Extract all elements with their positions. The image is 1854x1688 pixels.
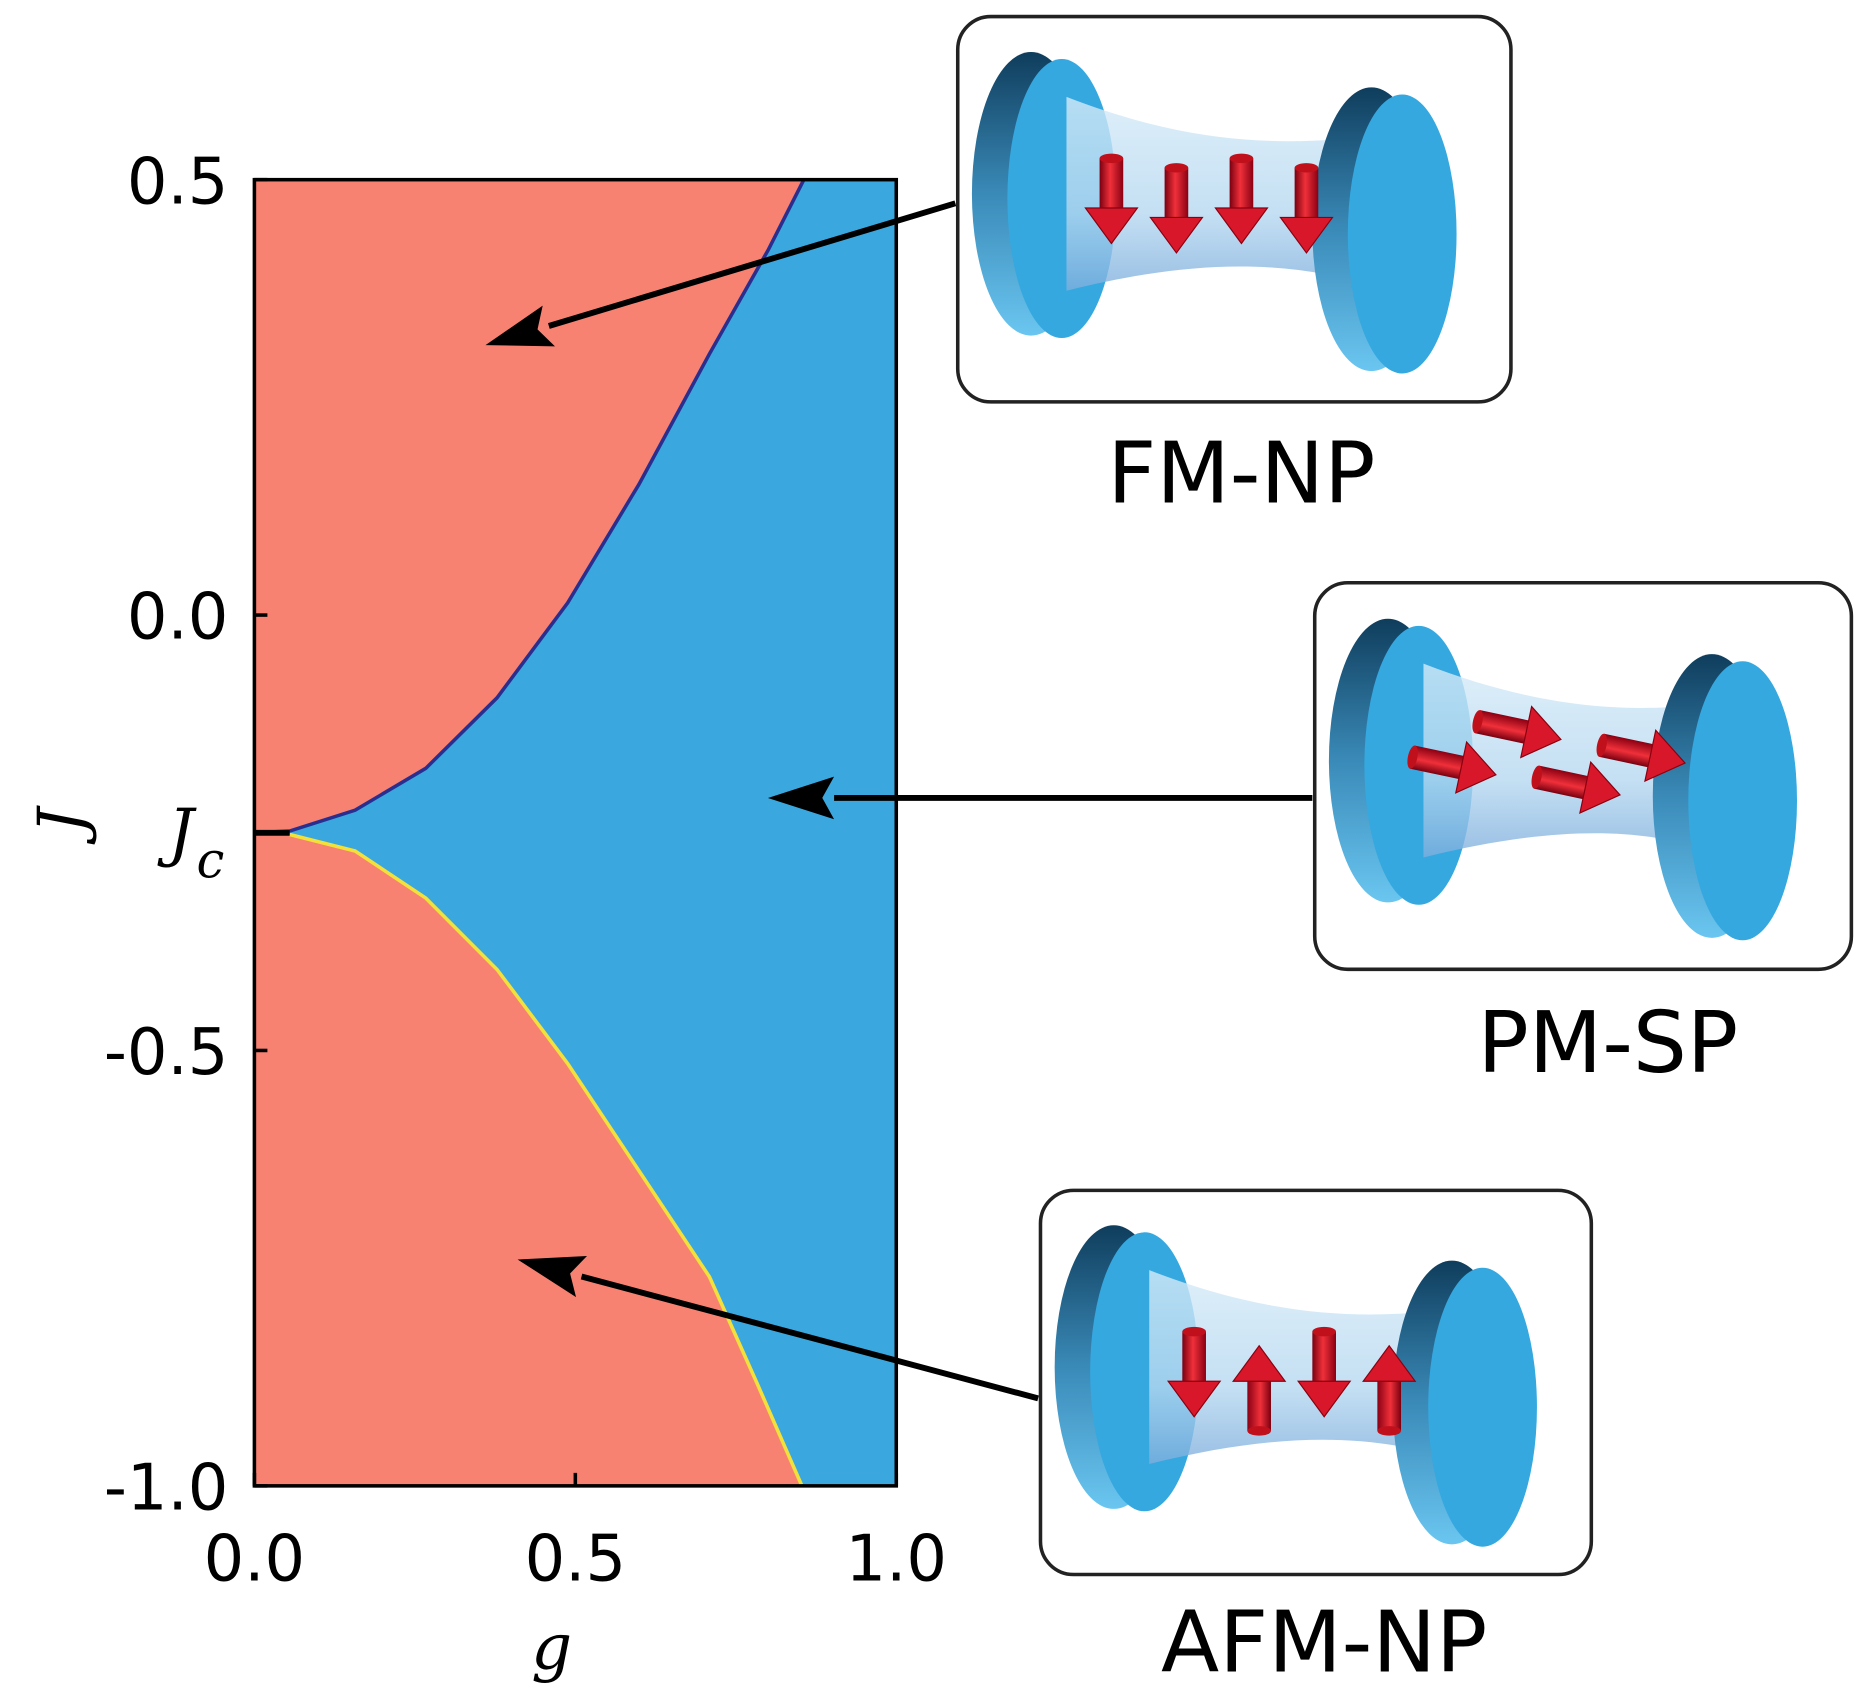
figure: -1.0 -0.5 0.0 0.5 0.0 0.5 1.0 Jc g J FM-NP PM-SP AF… xyxy=(0,0,1854,1688)
spin-top xyxy=(1230,154,1254,163)
mirror-front xyxy=(1688,661,1797,940)
spin-top xyxy=(1312,1327,1336,1336)
inset xyxy=(1315,583,1852,970)
mirror-front xyxy=(1428,1268,1537,1547)
x-tick-label: 0.5 xyxy=(525,1522,627,1596)
spin-shaft xyxy=(1230,158,1254,210)
inset-label: AFM-NP xyxy=(1161,1593,1487,1688)
spin-top xyxy=(1100,154,1124,163)
inset-label: PM-SP xyxy=(1477,994,1738,1093)
y-tick-label: 0.5 xyxy=(127,145,229,219)
spin-top xyxy=(1377,1426,1401,1435)
spin-top xyxy=(1247,1426,1271,1435)
y-tick-label: -1.0 xyxy=(104,1452,229,1526)
spin-top xyxy=(1165,163,1189,172)
spin-shaft xyxy=(1295,168,1319,220)
spin-top xyxy=(1295,163,1319,172)
jc-label: J xyxy=(157,796,197,870)
x-tick-label: 1.0 xyxy=(846,1522,948,1596)
x-tick-label: 0.0 xyxy=(204,1522,306,1596)
spin-shaft xyxy=(1247,1379,1271,1431)
spin-top xyxy=(1182,1327,1206,1336)
y-tick-label: 0.0 xyxy=(127,581,229,655)
inset xyxy=(1040,1190,1591,1574)
y-tick-label: -0.5 xyxy=(104,1016,229,1090)
spin-shaft xyxy=(1182,1332,1206,1384)
y-axis-label: J xyxy=(25,805,99,845)
spin-shaft xyxy=(1377,1379,1401,1431)
spin-shaft xyxy=(1312,1332,1336,1384)
inset-label: FM-NP xyxy=(1107,424,1375,523)
mirror-front xyxy=(1348,95,1457,374)
spin-shaft xyxy=(1165,168,1189,220)
x-axis-label: g xyxy=(531,1611,572,1685)
inset xyxy=(958,17,1511,402)
jc-subscript: c xyxy=(196,832,224,890)
spin-shaft xyxy=(1100,158,1124,210)
